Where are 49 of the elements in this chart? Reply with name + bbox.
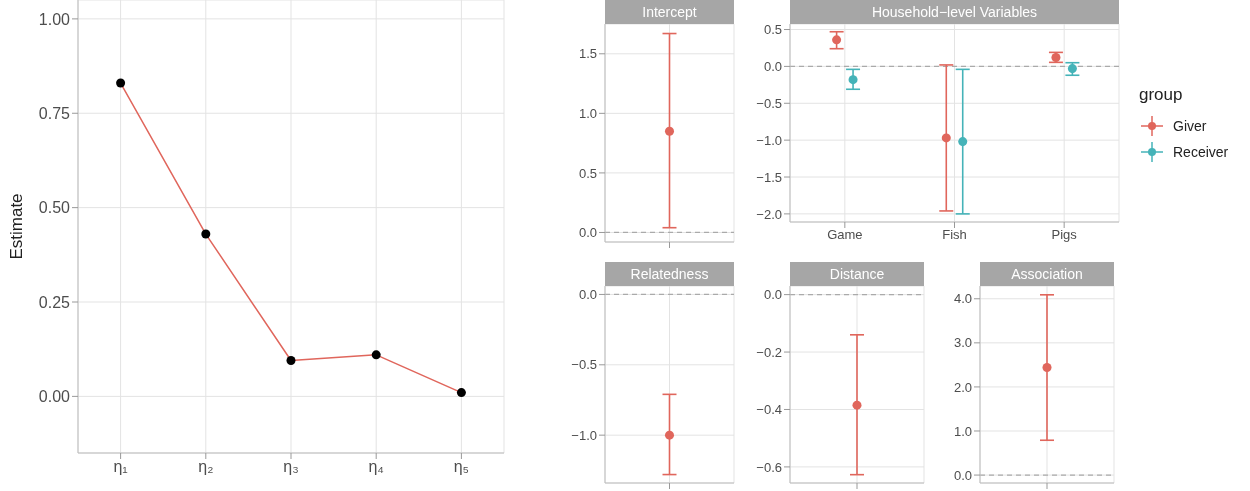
chart-title: Association (980, 262, 1114, 286)
y-tick-label: −0.2 (756, 344, 782, 360)
chart-title: Household−level Variables (790, 0, 1119, 24)
y-tick-label: 1.0 (953, 423, 972, 439)
y-tick-label: 0.75 (38, 104, 71, 122)
x-tick-label: η₅ (453, 458, 470, 476)
y-tick-label: 0.0 (953, 467, 972, 483)
y-tick-label: 1.00 (38, 10, 71, 28)
y-tick-label: 0.5 (578, 165, 597, 181)
legend-label: Giver (1173, 118, 1207, 134)
y-tick-label: −1.0 (571, 427, 597, 443)
point (201, 229, 211, 239)
y-tick-label: −1.5 (756, 169, 782, 185)
x-tick-label: Game (827, 227, 863, 243)
x-tick-label: Pigs (1051, 227, 1078, 243)
point (456, 388, 466, 398)
y-tick-label: −0.4 (756, 402, 782, 418)
y-tick-label: 1.0 (578, 105, 597, 121)
chart-title: Intercept (605, 0, 734, 24)
point (116, 78, 126, 88)
y-tick-label: 0.0 (763, 287, 782, 303)
y-tick-label: 0.50 (38, 199, 71, 217)
y-tick-label: −0.5 (756, 95, 782, 111)
x-tick-label: η₁ (113, 458, 128, 476)
x-tick-label: η₂ (198, 458, 214, 476)
point (371, 350, 381, 360)
y-tick-label: −2.0 (756, 206, 782, 222)
y-tick-label: 0.00 (38, 388, 71, 406)
y-tick-label: 2.0 (953, 379, 972, 395)
legend-label: Receiver (1173, 144, 1229, 160)
x-tick-label: η₃ (283, 458, 299, 476)
y-tick-label: 3.0 (953, 335, 972, 351)
point (286, 356, 296, 366)
x-tick-label: η₄ (368, 458, 384, 476)
legend-title: group (1139, 85, 1184, 105)
y-axis-title: Estimate (7, 193, 27, 260)
y-tick-label: 0.25 (38, 293, 71, 311)
y-tick-label: −0.5 (571, 357, 597, 373)
y-tick-label: −0.6 (756, 459, 782, 475)
chart-title: Distance (790, 262, 924, 286)
y-tick-label: 0.5 (763, 22, 782, 38)
y-tick-label: 0.0 (763, 59, 782, 75)
y-tick-label: 4.0 (953, 291, 972, 307)
y-tick-label: 1.5 (578, 46, 597, 62)
chart-title: Relatedness (605, 262, 734, 286)
x-tick-label: Fish (942, 227, 967, 243)
y-tick-label: 0.0 (578, 225, 597, 241)
y-tick-label: −1.0 (756, 132, 782, 148)
y-tick-label: 0.0 (578, 287, 597, 303)
